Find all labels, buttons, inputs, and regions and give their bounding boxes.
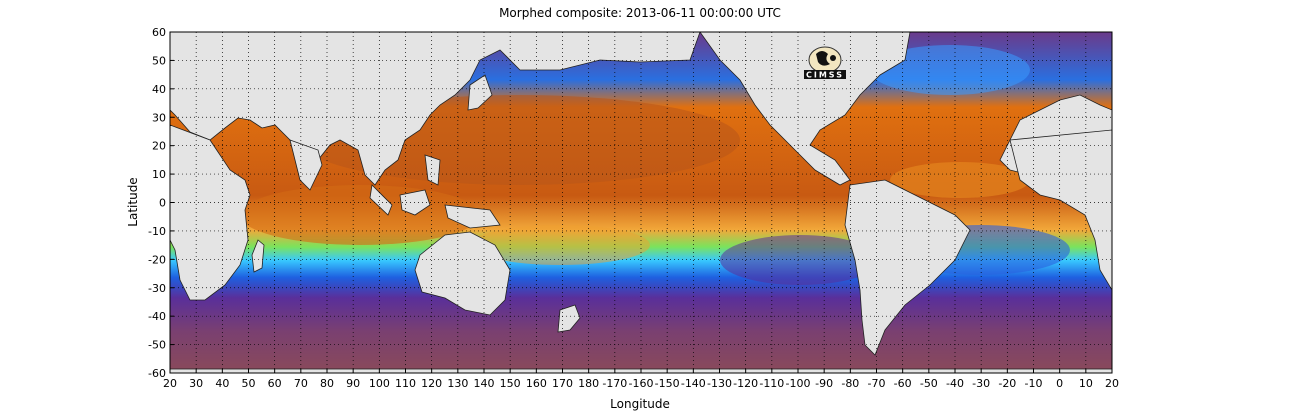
y-tick-label: -10 [148,225,166,238]
x-tick-label: 10 [1079,377,1093,390]
land-africa [170,124,251,301]
land-sumatra [369,184,393,216]
x-tick-label: -50 [920,377,938,390]
x-tick-label: -160 [629,377,654,390]
x-tick-label: -100 [786,377,811,390]
x-tick-label: -110 [759,377,784,390]
land-australia [414,231,511,316]
y-tick-label: -30 [148,282,166,295]
x-tick-label: -130 [707,377,732,390]
y-tick-label: 20 [152,140,166,153]
x-tick-label: 100 [369,377,390,390]
moisture-patch [870,45,1030,95]
x-tick-label: 70 [294,377,308,390]
y-tick-label: -20 [148,253,166,266]
land-southamerica [844,179,971,356]
x-tick-label: -30 [972,377,990,390]
x-axis-label: Longitude [610,397,670,411]
y-tick-label: 60 [152,26,166,39]
x-tick-label: 170 [552,377,573,390]
x-tick-label: 150 [500,377,521,390]
y-tick-label: 40 [152,83,166,96]
land-westafrica [1009,129,1112,291]
land-northamerica [699,32,911,186]
x-tick-label: 120 [421,377,442,390]
x-tick-label: -60 [894,377,912,390]
x-tick-label: -90 [815,377,833,390]
y-tick-label: -50 [148,339,166,352]
x-tick-label: -120 [733,377,758,390]
moisture-patch [890,162,1030,198]
land-japan [467,74,493,111]
x-axis-ticks: 20 30 40 50 60 70 80 90 100 110 120 130 140 150 160 170… [163,369,1119,390]
moisture-patch [720,235,880,285]
y-tick-label: 0 [159,197,166,210]
x-tick-label: 110 [395,377,416,390]
x-tick-label: 20 [163,377,177,390]
x-tick-label: -10 [1025,377,1043,390]
moisture-patch [470,225,650,265]
x-tick-label: -20 [998,377,1016,390]
y-tick-label: 50 [152,54,166,67]
land-masses [170,32,1112,373]
x-tick-label: 20 [1105,377,1119,390]
y-axis-label: Latitude [126,177,140,227]
x-tick-label: 0 [1056,377,1063,390]
x-tick-label: -70 [868,377,886,390]
x-tick-label: 140 [474,377,495,390]
x-tick-label: 80 [320,377,334,390]
y-tick-label: -60 [148,367,166,380]
x-tick-label: -80 [841,377,859,390]
x-tick-label: 30 [189,377,203,390]
svg-text:CIMSS: CIMSS [806,71,844,80]
y-tick-label: 10 [152,168,166,181]
y-tick-label: -40 [148,310,166,323]
x-tick-label: 50 [242,377,256,390]
grid-lines [170,32,1112,373]
x-tick-label: -40 [946,377,964,390]
x-tick-label: 160 [526,377,547,390]
x-tick-label: 90 [346,377,360,390]
y-axis-ticks: 60 50 40 30 20 10 0 -10 -20 -30 -40 -50 -60 [148,26,174,380]
x-tick-label: 40 [215,377,229,390]
cimss-logo: CIMSS [804,46,846,80]
x-tick-label: -170 [602,377,627,390]
land-india [289,139,323,191]
x-tick-label: 60 [268,377,282,390]
y-tick-label: 30 [152,111,166,124]
x-tick-label: -150 [655,377,680,390]
x-tick-label: -140 [681,377,706,390]
map-title: Morphed composite: 2013-06-11 00:00:00 U… [499,6,781,20]
land-newguinea [444,204,501,229]
land-philippines [424,154,441,186]
land-newzealand [557,304,581,333]
land-madagascar [251,239,265,273]
x-tick-label: 130 [447,377,468,390]
x-tick-label: 180 [578,377,599,390]
